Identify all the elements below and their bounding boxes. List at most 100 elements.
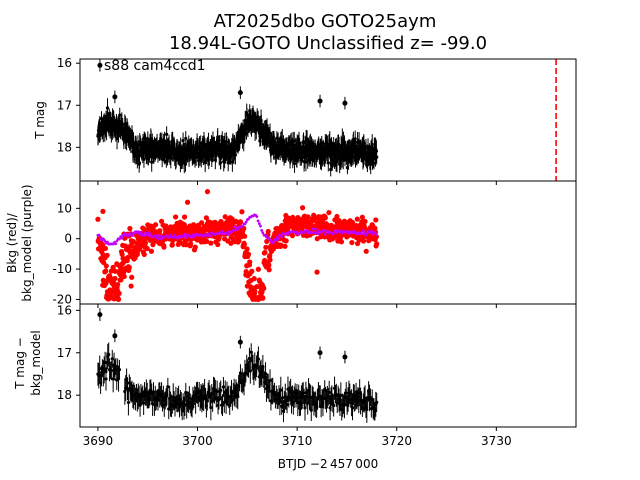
bkg-model-point [146, 233, 150, 237]
bkg-model-point [157, 237, 161, 241]
mag-outlier-point [237, 339, 243, 345]
mag-point [151, 390, 156, 394]
bkg-model-point [208, 234, 212, 238]
bkg-model-point [97, 233, 101, 237]
bkg-point [102, 245, 108, 252]
bkg-model-point [305, 228, 309, 232]
mag-point [220, 403, 225, 407]
mag-point [126, 400, 131, 405]
bkg-point [216, 234, 222, 241]
bkg-point [241, 241, 247, 248]
bkg-point [373, 217, 379, 223]
bkg-point [265, 228, 271, 235]
y-tick-label: -20 [52, 292, 72, 306]
bkg-point [103, 263, 109, 269]
mag-point [263, 372, 268, 376]
bkg-model-point [241, 224, 244, 228]
x-tick-label: 3710 [282, 434, 313, 448]
bkg-model-point [190, 235, 194, 239]
bkg-point [136, 246, 143, 252]
field-annotation: s88 cam4ccd1 [104, 58, 206, 74]
mag-point [370, 142, 374, 147]
bkg-point [267, 253, 273, 259]
bkg-point [208, 240, 214, 246]
bkg-point [199, 220, 205, 226]
bkg-point [261, 285, 267, 291]
y-tick-label: 17 [57, 346, 72, 360]
y-tick-label: 16 [57, 303, 72, 317]
mag-outlier-point [317, 98, 323, 104]
bkg-point [115, 296, 122, 302]
bkg-point [125, 254, 131, 260]
bkg-model-point [233, 228, 237, 232]
mag-outlier-point [342, 354, 348, 360]
bkg-model-point [159, 237, 163, 241]
mag-point [104, 377, 108, 381]
mag-point [111, 377, 115, 381]
mag-point [216, 135, 220, 139]
bkg-point [251, 276, 257, 282]
bkg-model-point [260, 228, 264, 232]
bkg-point [120, 260, 126, 266]
bkg-point [203, 215, 209, 221]
bkg-model-point [143, 234, 146, 237]
bottom-y-axis-label-line2: bkg_model [29, 330, 43, 396]
bkg-point [338, 239, 345, 245]
mag-point [233, 153, 237, 157]
bkg-model-point [220, 229, 224, 233]
mag-outlier-point [317, 350, 323, 356]
bkg-point [282, 243, 288, 249]
mag-point [109, 368, 113, 373]
x-tick-label: 3700 [182, 434, 213, 448]
bkg-model-point [312, 231, 316, 234]
bkg-point [245, 251, 252, 257]
bkg-point [354, 216, 360, 222]
mag-point [279, 388, 283, 392]
mag-point [372, 161, 376, 165]
bkg-model-point [131, 234, 134, 238]
bkg-point [267, 257, 273, 263]
bkg-point [263, 244, 269, 250]
bkg-model-point [256, 219, 260, 223]
mag-point [335, 160, 339, 164]
bkg-model-point [314, 227, 317, 231]
mag-point [339, 393, 343, 398]
bkg-point [233, 219, 239, 225]
panel-middle-bkg: -20 -10 0 10 [52, 180, 577, 308]
bkg-point [110, 264, 116, 270]
bkg-model-point [361, 229, 365, 233]
bkg-point [128, 283, 134, 289]
mag-point [110, 357, 114, 361]
bkg-point [142, 240, 149, 246]
mag-point [278, 152, 282, 156]
bkg-model-point [106, 240, 109, 244]
mag-point [375, 155, 379, 159]
mag-point [166, 385, 170, 389]
mag-point [142, 401, 146, 405]
y-tick-label: 10 [57, 201, 72, 215]
bkg-point [118, 277, 124, 283]
bkg-point [152, 222, 159, 228]
bkg-model-point [183, 232, 187, 236]
y-tick-label: 18 [57, 140, 72, 154]
panel-bottom-corrected: 16 17 18 3690 3700 3710 3720 3730 [57, 303, 577, 448]
mag-point [256, 357, 260, 361]
bkg-model-point [375, 233, 378, 237]
bkg-model-point [316, 229, 320, 233]
axes-frame-bottom [79, 303, 577, 428]
bkg-model-point [156, 234, 160, 237]
mag-outlier-point [112, 333, 118, 339]
mag-point [209, 405, 213, 410]
bkg-model-point [138, 232, 142, 236]
mag-point [332, 403, 336, 408]
bkg-model-point [365, 232, 369, 236]
bkg-point [236, 238, 242, 244]
bkg-point [144, 245, 150, 252]
bkg-point [362, 218, 368, 225]
mag-outlier-point [97, 62, 103, 68]
bkg-model-point [120, 236, 124, 240]
bkg-model-point [277, 237, 280, 241]
bkg-model-point [272, 240, 276, 244]
figure-title-line1: AT2025dbo GOTO25aym [214, 11, 437, 32]
bkg-model-point [311, 227, 315, 231]
